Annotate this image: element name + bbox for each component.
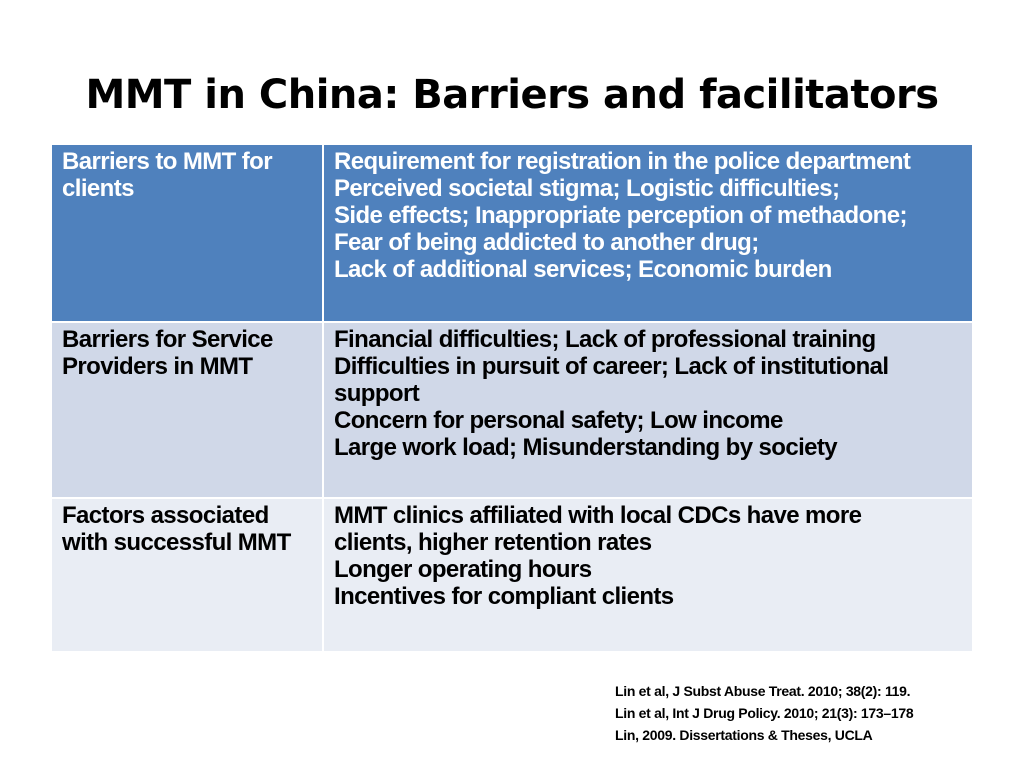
row-content-provider-barriers: Financial difficulties; Lack of professi… bbox=[324, 323, 972, 497]
content-line: Requirement for registration in the poli… bbox=[334, 148, 911, 175]
row-label-provider-barriers: Barriers for Service Providers in MMT bbox=[52, 323, 324, 497]
reference-line: Lin et al, Int J Drug Policy. 2010; 21(3… bbox=[615, 705, 914, 721]
content-line: MMT clinics affiliated with local CDCs h… bbox=[334, 502, 862, 529]
label-line: Factors associated bbox=[62, 502, 269, 529]
label-line: with successful MMT bbox=[62, 529, 291, 556]
content-line: Fear of being addicted to another drug; bbox=[334, 229, 759, 256]
label-line: Barriers to MMT for bbox=[62, 148, 273, 175]
table-row-provider-barriers: Barriers for Service Providers in MMT Fi… bbox=[52, 323, 972, 499]
label-line: clients bbox=[62, 175, 134, 202]
content-line: support bbox=[334, 380, 420, 407]
references: Lin et al, J Subst Abuse Treat. 2010; 38… bbox=[615, 680, 914, 746]
reference-line: Lin et al, J Subst Abuse Treat. 2010; 38… bbox=[615, 683, 911, 699]
table-row-client-barriers: Barriers to MMT for clients Requirement … bbox=[52, 145, 972, 323]
slide-title: MMT in China: Barriers and facilitators bbox=[85, 72, 939, 118]
barriers-table: Barriers to MMT for clients Requirement … bbox=[52, 145, 972, 651]
content-line: clients, higher retention rates bbox=[334, 529, 652, 556]
table-row-success-factors: Factors associated with successful MMT M… bbox=[52, 499, 972, 651]
content-line: Side effects; Inappropriate perception o… bbox=[334, 202, 907, 229]
label-line: Providers in MMT bbox=[62, 353, 253, 380]
content-line: Concern for personal safety; Low income bbox=[334, 407, 783, 434]
content-line: Incentives for compliant clients bbox=[334, 583, 674, 610]
content-line: Large work load; Misunderstanding by soc… bbox=[334, 434, 838, 461]
content-line: Longer operating hours bbox=[334, 556, 592, 583]
row-content-client-barriers: Requirement for registration in the poli… bbox=[324, 145, 972, 321]
content-line: Financial difficulties; Lack of professi… bbox=[334, 326, 876, 353]
content-line: Perceived societal stigma; Logistic diff… bbox=[334, 175, 840, 202]
content-line: Lack of additional services; Economic bu… bbox=[334, 256, 832, 283]
row-label-client-barriers: Barriers to MMT for clients bbox=[52, 145, 324, 321]
reference-line: Lin, 2009. Dissertations & Theses, UCLA bbox=[615, 727, 873, 743]
content-line: Difficulties in pursuit of career; Lack … bbox=[334, 353, 889, 380]
row-content-success-factors: MMT clinics affiliated with local CDCs h… bbox=[324, 499, 972, 651]
label-line: Barriers for Service bbox=[62, 326, 273, 353]
row-label-success-factors: Factors associated with successful MMT bbox=[52, 499, 324, 651]
